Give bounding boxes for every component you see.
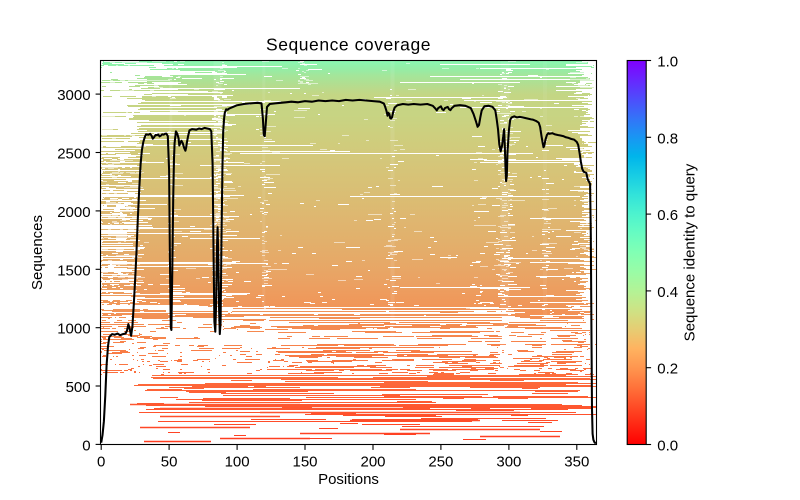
svg-text:Sequences: Sequences <box>29 215 46 290</box>
svg-text:0: 0 <box>82 437 90 454</box>
svg-text:50: 50 <box>161 453 178 470</box>
svg-text:Positions: Positions <box>318 471 379 488</box>
svg-text:0.4: 0.4 <box>657 284 678 301</box>
svg-text:150: 150 <box>292 453 317 470</box>
svg-text:0.0: 0.0 <box>657 438 678 455</box>
svg-text:1500: 1500 <box>57 262 90 279</box>
svg-text:100: 100 <box>225 453 250 470</box>
svg-text:Sequence coverage: Sequence coverage <box>266 34 431 54</box>
svg-text:0.2: 0.2 <box>657 361 678 378</box>
svg-text:1.0: 1.0 <box>657 54 678 71</box>
svg-text:0.6: 0.6 <box>657 207 678 224</box>
svg-text:250: 250 <box>428 453 453 470</box>
svg-text:3000: 3000 <box>57 87 90 104</box>
svg-text:0: 0 <box>97 453 105 470</box>
svg-text:350: 350 <box>564 453 589 470</box>
svg-text:2000: 2000 <box>57 204 90 221</box>
svg-text:300: 300 <box>496 453 521 470</box>
svg-text:200: 200 <box>360 453 385 470</box>
svg-text:Sequence identity to query: Sequence identity to query <box>682 163 699 341</box>
svg-text:0.8: 0.8 <box>657 130 678 147</box>
svg-text:1000: 1000 <box>57 321 90 338</box>
svg-text:2500: 2500 <box>57 146 90 163</box>
svg-text:500: 500 <box>66 379 91 396</box>
